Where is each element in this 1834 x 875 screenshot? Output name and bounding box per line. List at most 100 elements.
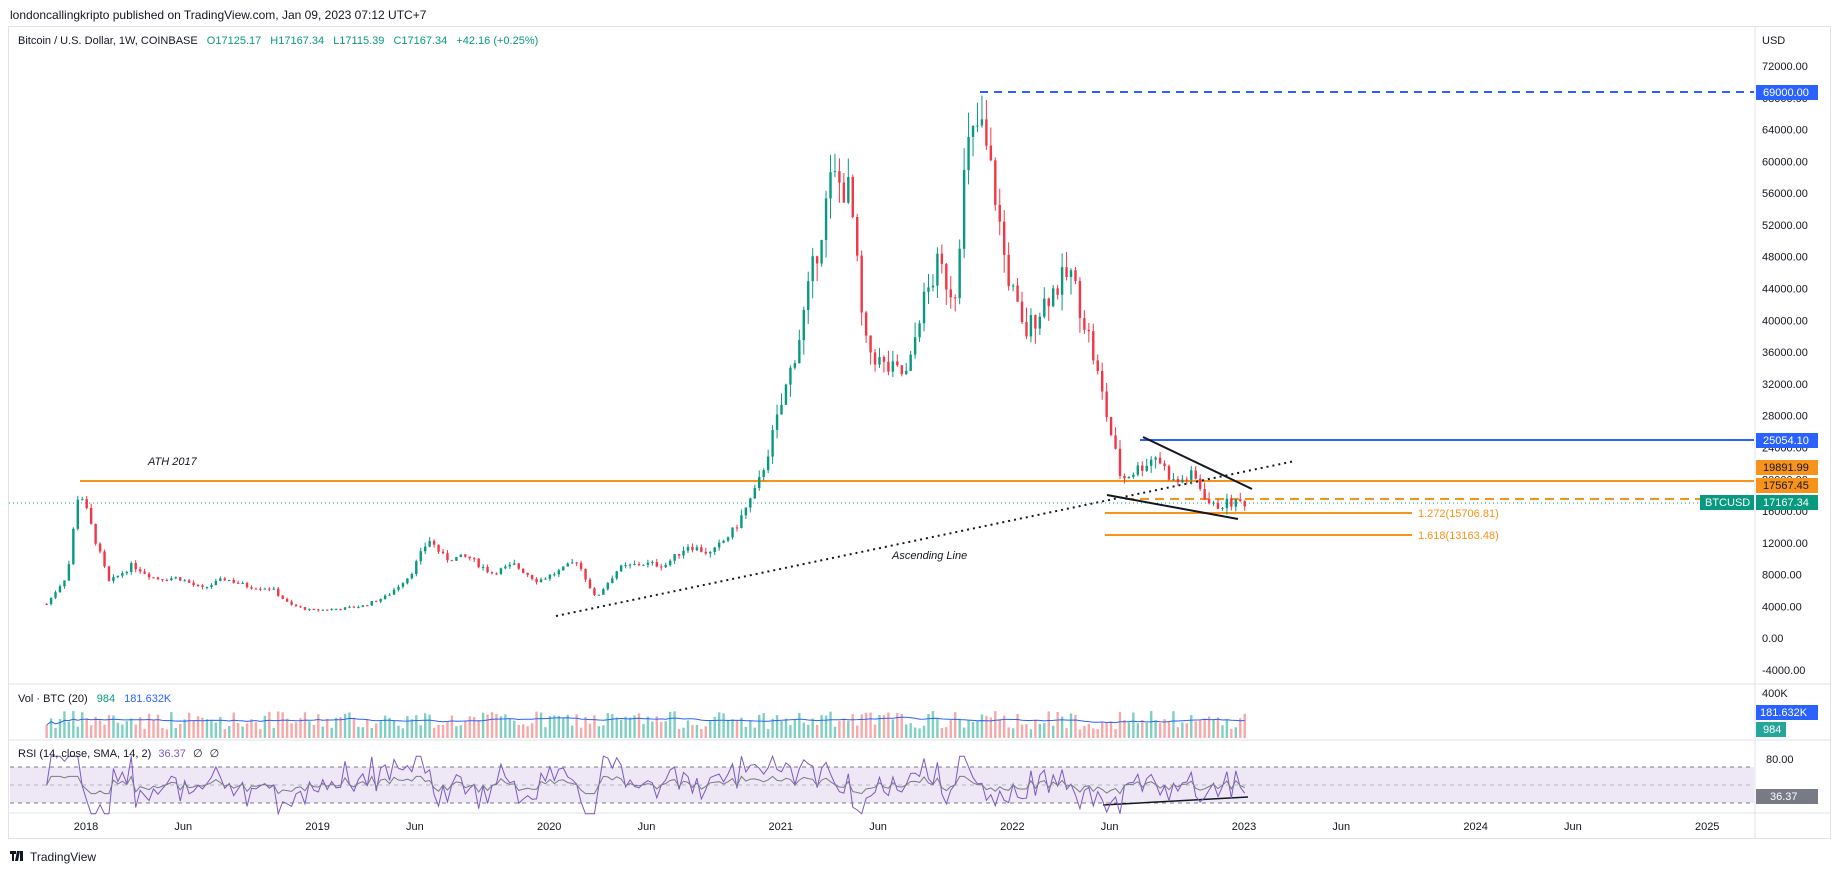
candle-body	[521, 568, 525, 573]
volume-bar	[1123, 720, 1126, 738]
volume-bar	[1025, 724, 1028, 738]
time-axis[interactable]: 2018 Jun 2019 Jun 2020 Jun 2021 Jun 2022 Jun 2023 J…	[74, 821, 1720, 833]
volume-bar	[468, 716, 471, 738]
candle-body	[1100, 371, 1104, 392]
volume-bar	[183, 719, 186, 738]
candle-body	[1172, 479, 1175, 481]
volume-label[interactable]: Vol · BTC (20)	[18, 693, 88, 705]
candle-body	[851, 176, 854, 217]
candle-body	[223, 578, 226, 581]
candle-body	[161, 579, 164, 581]
candle-body	[236, 582, 240, 584]
volume-bar	[250, 719, 253, 738]
candle-body	[860, 255, 863, 313]
volume-bar	[397, 725, 400, 738]
candle-body	[1225, 498, 1229, 509]
volume-bar	[664, 721, 667, 738]
volume-bar	[58, 719, 62, 738]
volume-bar	[842, 718, 846, 738]
volume-bar	[504, 714, 507, 738]
time-tick-label: 2023	[1232, 821, 1256, 833]
volume-bar	[695, 724, 699, 738]
volume-bar	[1230, 728, 1233, 738]
candle-body	[811, 256, 814, 282]
close-value: C17167.34	[393, 35, 448, 47]
volume-bar	[1069, 713, 1073, 738]
volume-bar	[1239, 718, 1242, 738]
candle-body	[63, 580, 66, 587]
volume-bar	[165, 729, 169, 738]
tag-volume-ma: 181.632K	[1760, 707, 1808, 719]
volume-bar	[326, 718, 329, 738]
candle-body	[1047, 298, 1050, 307]
volume-bar	[179, 723, 182, 738]
volume-bar	[143, 728, 146, 738]
volume-bar	[228, 726, 231, 738]
candle-body	[633, 563, 636, 565]
candle-body	[691, 546, 694, 551]
volume-bar	[566, 714, 569, 738]
price-tick-label: 12000.00	[1762, 538, 1808, 550]
volume-bar	[1185, 723, 1189, 738]
price-tick-label: 40000.00	[1762, 315, 1808, 327]
volume-bar	[998, 718, 1001, 738]
candle-body	[922, 291, 926, 324]
volume-bar	[989, 717, 993, 738]
tag-level-high: 19891.99	[1763, 462, 1809, 474]
candle-body	[905, 370, 908, 375]
volume-legend[interactable]: Vol · BTC (20) 984 181.632K	[18, 693, 171, 705]
volume-bar	[651, 721, 654, 738]
rsi-label[interactable]: RSI (14, close, SMA, 14, 2)	[18, 748, 152, 760]
volume-bar	[1216, 717, 1220, 738]
price-tick-label: 8000.00	[1762, 570, 1802, 582]
volume-bar	[949, 720, 952, 738]
candle-body	[228, 580, 231, 582]
volume-bar	[726, 719, 730, 738]
volume-bar	[909, 723, 912, 738]
candle-body	[1194, 470, 1197, 479]
rsi-legend[interactable]: RSI (14, close, SMA, 14, 2) 36.37 ∅ ∅	[18, 747, 219, 760]
candle-body	[45, 604, 48, 606]
volume-bar	[138, 717, 142, 738]
volume-bar	[1043, 723, 1046, 738]
volume-bar	[735, 719, 739, 738]
candle-body	[820, 240, 823, 264]
price-tick-label: -4000.00	[1762, 665, 1805, 677]
candle-body	[388, 594, 391, 596]
volume-bar	[201, 717, 204, 738]
tag-volume-last: 984	[1763, 724, 1781, 736]
volume-bar	[299, 718, 302, 738]
volume-bar	[807, 724, 810, 738]
footer-brand[interactable]: TradingView	[10, 850, 96, 864]
volume-bar	[1194, 721, 1197, 738]
volume-bar	[1136, 723, 1140, 738]
symbol-legend[interactable]: Bitcoin / U.S. Dollar, 1W, COINBASE O171…	[18, 35, 544, 47]
volume-bar	[214, 722, 218, 738]
volume-bar	[958, 718, 961, 738]
volume-bar	[130, 718, 133, 738]
candle-body	[312, 609, 316, 611]
candle-body	[464, 554, 467, 557]
volume-bar	[348, 712, 351, 738]
volume-bar	[339, 716, 342, 738]
volume-bar	[277, 711, 280, 738]
volume-bar	[793, 719, 797, 738]
candle-body	[1118, 448, 1122, 476]
candle-body	[383, 595, 387, 600]
volume-bar	[1207, 716, 1211, 738]
volume-bar	[54, 728, 57, 738]
price-axis[interactable]: 72000.0068000.0064000.0060000.0056000.00…	[1762, 61, 1808, 677]
candle-body	[205, 586, 209, 588]
candle-body	[361, 605, 365, 607]
volume-bar	[1034, 719, 1037, 738]
volume-bar	[1127, 722, 1131, 738]
volume-bar	[713, 716, 716, 738]
price-tick-label: 28000.00	[1762, 411, 1808, 423]
candle-body	[1020, 301, 1024, 323]
candle-body	[985, 119, 988, 146]
candle-body	[339, 609, 342, 611]
tag-ath-bg	[1756, 85, 1818, 100]
symbol-name[interactable]: Bitcoin / U.S. Dollar, 1W, COINBASE	[18, 35, 198, 47]
candle-body	[1230, 498, 1233, 507]
